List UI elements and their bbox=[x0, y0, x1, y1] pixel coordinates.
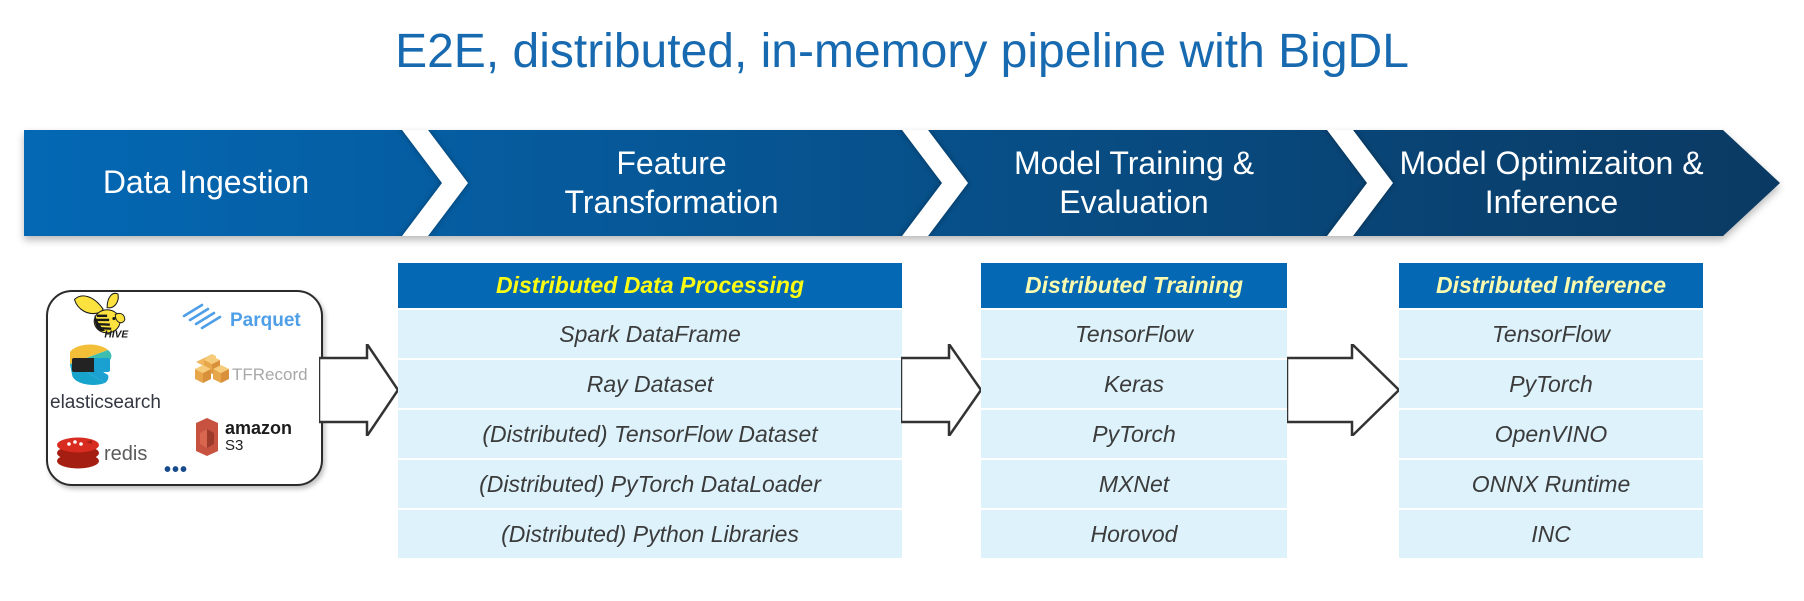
svg-text:TFRecord: TFRecord bbox=[232, 365, 308, 384]
svg-text:Parquet: Parquet bbox=[230, 310, 301, 331]
svg-text:HIVE: HIVE bbox=[104, 330, 129, 341]
svg-text:S3: S3 bbox=[225, 437, 243, 454]
svg-text:elasticsearch: elasticsearch bbox=[50, 392, 161, 413]
svg-text:amazon: amazon bbox=[225, 418, 292, 438]
svg-text:•••: ••• bbox=[164, 459, 188, 481]
svg-text:redis: redis bbox=[104, 443, 147, 465]
